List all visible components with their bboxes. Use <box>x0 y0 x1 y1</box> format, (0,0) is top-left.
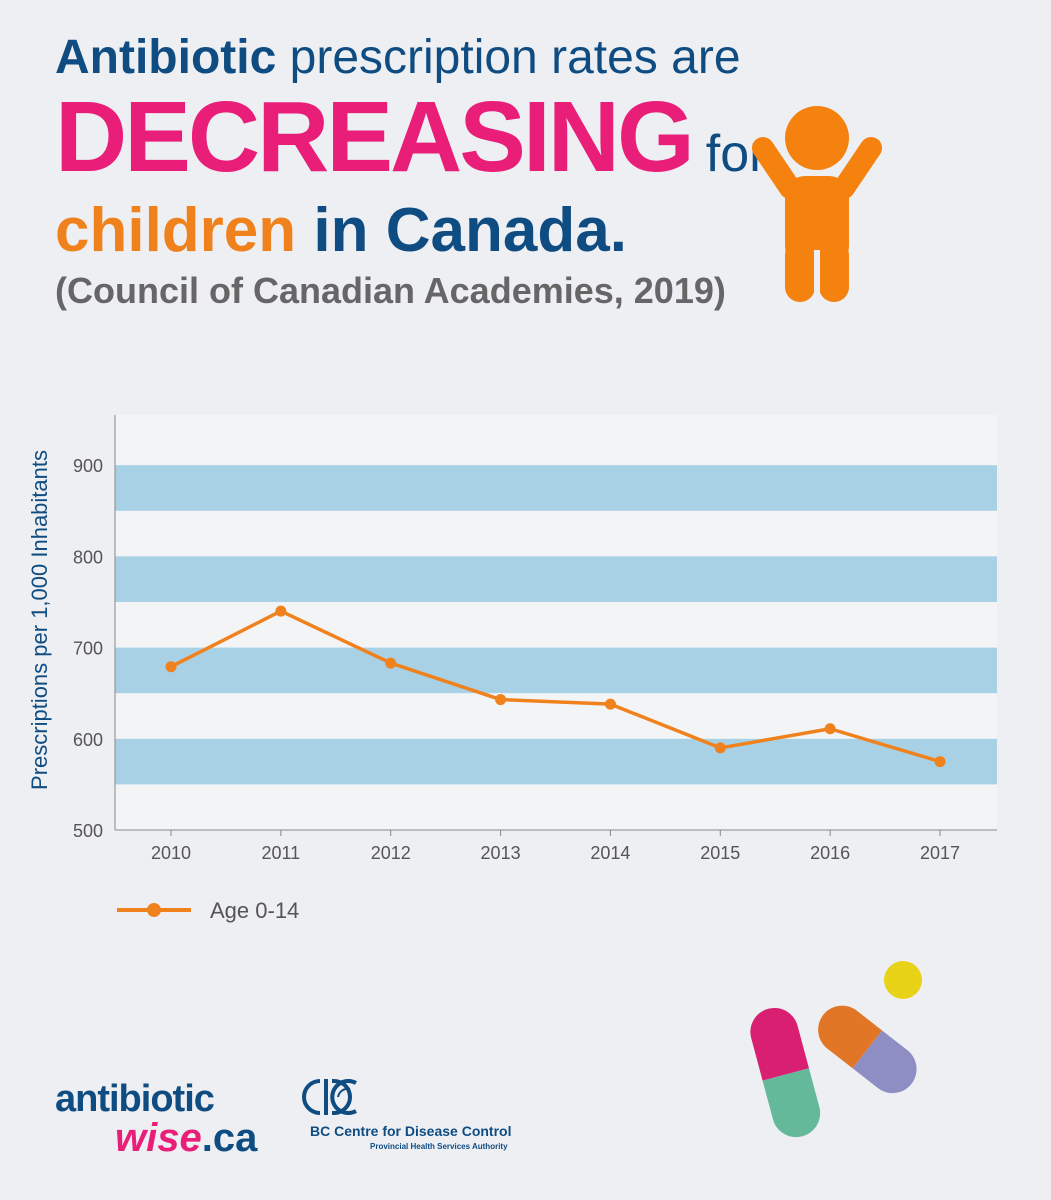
bccdc-subtitle: Provincial Health Services Authority <box>370 1142 508 1151</box>
plot-band <box>115 465 997 511</box>
y-tick-label: 600 <box>73 730 103 750</box>
aw-logo-ca: .ca <box>201 1116 258 1160</box>
plot-band <box>115 647 997 694</box>
series-line <box>170 609 941 764</box>
headline-line-1: Antibiotic prescription rates are <box>55 30 741 86</box>
headline-children: children <box>55 196 297 265</box>
x-tick-label: 2015 <box>700 843 740 863</box>
y-tick-label: 700 <box>73 639 103 659</box>
pills-illustration <box>750 961 922 1138</box>
headline-decreasing: DECREASING <box>55 81 695 193</box>
headline-line-2: DECREASING for <box>55 82 766 222</box>
capsule-icon <box>750 1007 821 1138</box>
data-point <box>275 605 287 617</box>
data-point <box>824 723 836 735</box>
plot-band <box>115 556 997 602</box>
bccdc-name: BC Centre for Disease Control <box>310 1123 512 1139</box>
x-tick-label: 2016 <box>810 843 850 863</box>
capsule-icon <box>818 1005 917 1094</box>
data-point <box>604 698 616 710</box>
y-axis-label: Prescriptions per 1,000 Inhabitants <box>27 450 52 790</box>
aw-logo-top: antibiotic <box>55 1078 215 1120</box>
child-icon <box>752 106 882 302</box>
data-point <box>714 742 726 754</box>
y-tick-label: 800 <box>73 547 103 567</box>
headline-line-1-rest: prescription rates are <box>289 31 741 84</box>
headline-in-canada: in Canada. <box>313 196 627 265</box>
citation: (Council of Canadian Academies, 2019) <box>55 270 726 311</box>
pill-dot-icon <box>884 961 922 999</box>
series-age-0-14 <box>165 605 946 768</box>
plot-band <box>115 738 997 785</box>
y-tick-label: 500 <box>73 821 103 841</box>
x-tick-label: 2011 <box>261 843 300 863</box>
aw-logo-bottom: wise.ca <box>115 1118 257 1158</box>
x-tick-label: 2017 <box>920 843 960 863</box>
headline-bold-word: Antibiotic <box>55 31 277 84</box>
plot-bands <box>115 465 997 785</box>
legend-label: Age 0-14 <box>210 898 300 923</box>
y-tick-label: 900 <box>73 456 103 476</box>
aw-logo-wise: wise <box>115 1116 202 1160</box>
bccdc-logo-icon <box>302 1079 357 1115</box>
line-chart: 500 600 700 800 900 2010 2011 2012 2013 2014 2015… <box>27 415 997 863</box>
data-point <box>495 694 507 706</box>
x-tick-label: 2014 <box>590 843 630 863</box>
x-tick-label: 2010 <box>151 843 191 863</box>
x-axis-ticks: 2010 2011 2012 2013 2014 2015 2016 2017 <box>151 830 960 863</box>
y-axis-ticks: 500 600 700 800 900 <box>73 456 103 841</box>
x-tick-label: 2012 <box>371 843 411 863</box>
data-point <box>934 756 946 768</box>
x-tick-label: 2013 <box>481 843 521 863</box>
legend-line-marker <box>117 903 191 917</box>
chart-axes <box>114 415 997 831</box>
headline-line-3: children in Canada. <box>55 196 627 266</box>
data-point <box>165 661 177 673</box>
antibioticwise-logo: antibiotic wise.ca <box>55 1080 257 1158</box>
data-point <box>385 657 397 669</box>
